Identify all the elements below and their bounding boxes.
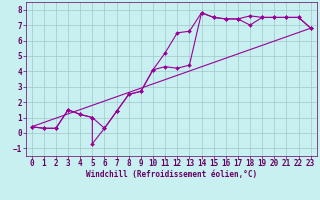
X-axis label: Windchill (Refroidissement éolien,°C): Windchill (Refroidissement éolien,°C) — [86, 170, 257, 179]
